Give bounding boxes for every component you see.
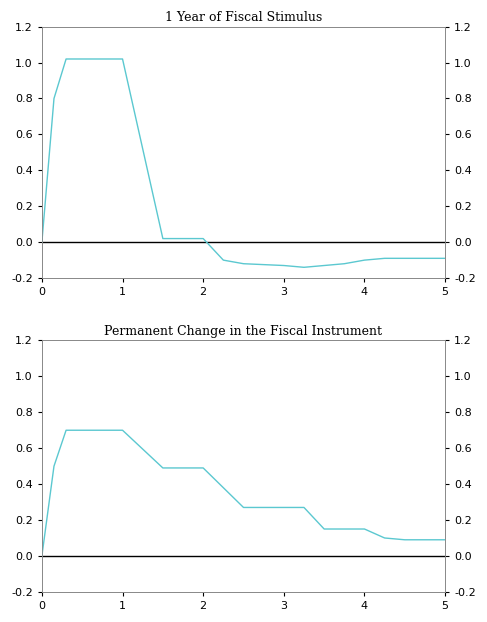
Title: Permanent Change in the Fiscal Instrument: Permanent Change in the Fiscal Instrumen… [105, 325, 382, 338]
Title: 1 Year of Fiscal Stimulus: 1 Year of Fiscal Stimulus [165, 11, 322, 24]
